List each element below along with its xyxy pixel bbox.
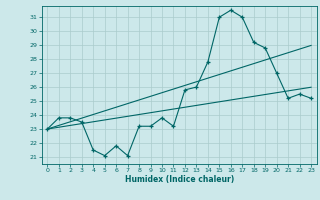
X-axis label: Humidex (Indice chaleur): Humidex (Indice chaleur): [124, 175, 234, 184]
